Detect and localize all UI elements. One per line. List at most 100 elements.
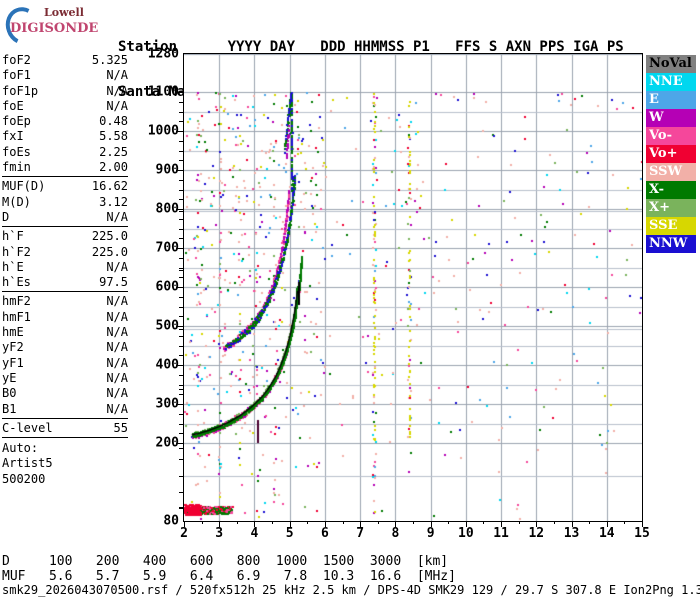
x-tick-label: 14 xyxy=(598,526,615,541)
x-tick xyxy=(395,521,396,527)
param-key: yF2 xyxy=(2,340,24,355)
y-tick xyxy=(179,229,184,230)
x-tick xyxy=(184,521,185,527)
x-tick-label: 12 xyxy=(528,526,545,541)
param-row: yE N/A xyxy=(2,371,128,386)
param-key: B0 xyxy=(2,386,17,401)
ionogram-canvas[interactable] xyxy=(184,54,642,521)
param-key: D xyxy=(2,209,10,224)
param-row: foEp 0.48 xyxy=(2,114,128,129)
param-key: foF1p xyxy=(2,83,39,98)
x-tick xyxy=(519,521,520,524)
param-row: hmF2 N/A xyxy=(2,294,128,309)
y-tick xyxy=(176,365,184,366)
param-row: hmE N/A xyxy=(2,325,128,340)
param-key: MUF(D) xyxy=(2,179,46,194)
x-tick xyxy=(219,521,220,527)
legend-item-sse[interactable]: SSE xyxy=(646,217,696,235)
muf-row: MUF 5.6 5.7 5.9 6.4 6.9 7.8 10.3 16.6 [M… xyxy=(2,569,456,584)
legend-item-e[interactable]: E xyxy=(646,91,696,109)
param-value: 3.12 xyxy=(99,194,128,209)
x-tick xyxy=(307,521,308,524)
x-tick-label: 15 xyxy=(634,526,650,541)
param-row: D N/A xyxy=(2,210,128,225)
x-tick xyxy=(413,521,414,524)
y-tick xyxy=(179,112,184,113)
y-tick-label: 1100 xyxy=(147,84,179,100)
legend-item-ssw[interactable]: SSW xyxy=(646,163,696,181)
y-tick xyxy=(179,141,184,142)
y-tick xyxy=(176,209,184,210)
x-tick xyxy=(536,521,537,527)
legend-item-w[interactable]: W xyxy=(646,109,696,127)
y-tick xyxy=(179,424,184,425)
param-value: N/A xyxy=(106,294,128,309)
x-tick-label: 8 xyxy=(391,526,400,541)
x-tick-label: 10 xyxy=(458,526,474,541)
auto-scaling-info: Auto: Artist5 500200 xyxy=(2,441,128,487)
x-tick-label: 4 xyxy=(250,526,259,541)
param-row: hmF1 N/A xyxy=(2,310,128,325)
y-tick xyxy=(179,238,184,239)
param-key: fmin xyxy=(2,160,31,175)
param-value: N/A xyxy=(106,259,128,274)
y-tick xyxy=(179,151,184,152)
y-axis-ticks xyxy=(176,54,184,521)
legend-item-nne[interactable]: NNE xyxy=(646,73,696,91)
legend-item-vo-[interactable]: Vo- xyxy=(646,127,696,145)
y-tick xyxy=(179,277,184,278)
y-tick xyxy=(179,336,184,337)
y-tick xyxy=(179,307,184,308)
param-value: 5.58 xyxy=(99,129,128,144)
y-tick-label: 1000 xyxy=(147,123,179,139)
y-tick xyxy=(179,385,184,386)
distance-row: D 100 200 400 600 800 1000 1500 3000 [km… xyxy=(2,554,449,569)
x-tick-label: 7 xyxy=(356,526,365,541)
legend-item-vo-[interactable]: Vo+ xyxy=(646,145,696,163)
auto-line: 500200 xyxy=(2,471,46,486)
param-value: N/A xyxy=(106,83,128,98)
x-tick xyxy=(483,521,484,524)
param-key: h`F xyxy=(2,229,24,244)
param-row: M(D) 3.12 xyxy=(2,195,128,210)
y-tick xyxy=(179,316,184,317)
y-tick-label: 500 xyxy=(155,318,179,334)
ionogram-plot[interactable] xyxy=(176,53,643,527)
param-value: 225.0 xyxy=(91,244,128,259)
y-tick-label: 400 xyxy=(155,357,179,373)
param-value: N/A xyxy=(106,401,128,416)
y-tick xyxy=(179,268,184,269)
legend-item-x-[interactable]: X+ xyxy=(646,199,696,217)
param-key: foEs xyxy=(2,144,31,159)
param-value: N/A xyxy=(106,386,128,401)
param-key: foF1 xyxy=(2,68,31,83)
y-tick xyxy=(176,326,184,327)
legend-item-x-[interactable]: X- xyxy=(646,181,696,199)
param-value: N/A xyxy=(106,309,128,324)
param-value: N/A xyxy=(106,370,128,385)
y-tick xyxy=(179,329,184,330)
param-value: 2.25 xyxy=(99,144,128,159)
y-tick xyxy=(179,346,184,347)
param-row: B1 N/A xyxy=(2,402,128,417)
param-value: 97.5 xyxy=(99,275,128,290)
x-tick xyxy=(325,521,326,527)
x-tick xyxy=(254,521,255,527)
param-key: yF1 xyxy=(2,355,24,370)
param-value: N/A xyxy=(106,340,128,355)
param-value: 55 xyxy=(113,420,128,435)
y-tick xyxy=(179,476,184,477)
header-labels-row: Station YYYY DAY DDD HHMMSS P1 FFS S AXN… xyxy=(118,39,624,55)
y-tick xyxy=(179,199,184,200)
x-tick xyxy=(431,521,432,527)
x-tick xyxy=(642,521,643,527)
param-row: B0 N/A xyxy=(2,386,128,401)
y-tick xyxy=(176,287,184,288)
legend-item-nnw[interactable]: NNW xyxy=(646,235,696,253)
y-tick xyxy=(179,211,184,212)
param-key: h`F2 xyxy=(2,244,31,259)
param-key: foE xyxy=(2,98,24,113)
x-tick xyxy=(360,521,361,527)
legend-item-noval[interactable]: NoVal xyxy=(646,55,696,73)
